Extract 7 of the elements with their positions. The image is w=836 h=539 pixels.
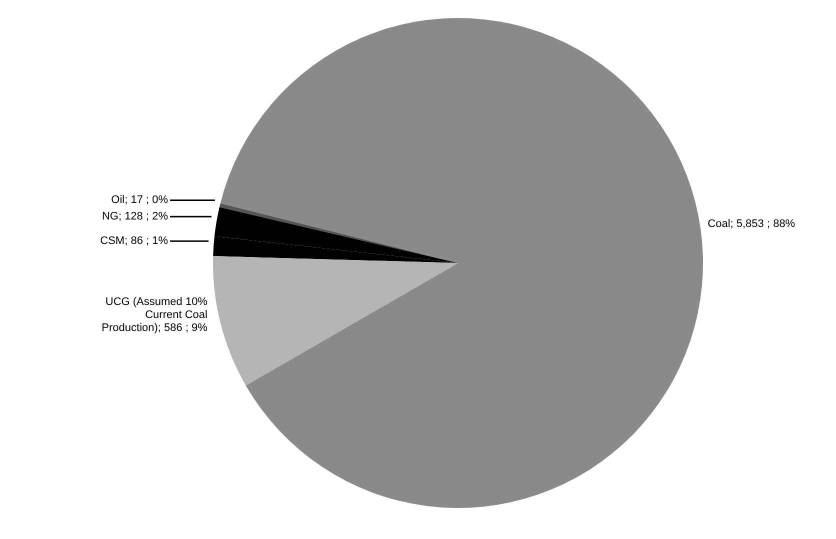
slice-label: Oil; 17 ; 0% [111,194,168,206]
pie-slice [220,18,703,508]
pie-slice [213,256,458,386]
slice-label: CSM; 86 ; 1% [100,235,168,248]
slice-label: NG; 128 ; 2% [102,210,168,223]
slice-label: UCG (Assumed 10% Current Coal Production); 586 ; 9% [102,296,208,334]
slice-label: Coal; 5,853 ; 88% [708,218,796,230]
